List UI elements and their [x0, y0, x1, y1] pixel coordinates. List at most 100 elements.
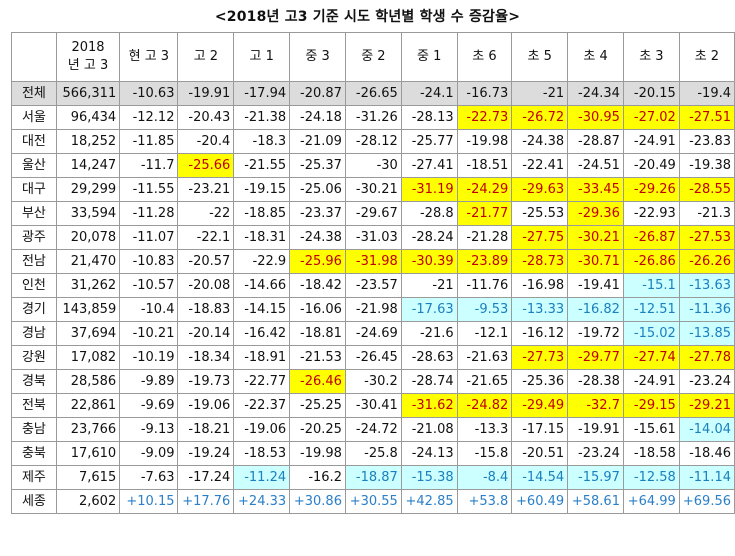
change-rate-cell: -19.06	[233, 417, 291, 442]
change-rate-cell: -21.98	[344, 297, 402, 322]
change-rate-cell: -10.83	[119, 249, 179, 274]
change-rate-cell: -31.26	[344, 105, 402, 130]
change-rate-cell: -20.87	[289, 81, 346, 106]
change-rate-cell: -16.12	[511, 321, 569, 346]
change-rate-cell: -9.69	[119, 393, 179, 418]
change-rate-cell: -20.25	[289, 417, 346, 442]
change-rate-cell: +17.76	[177, 489, 235, 514]
change-rate-cell: -19.38	[678, 153, 735, 178]
column-header: 초 5	[511, 32, 569, 82]
change-rate-cell: -27.75	[511, 225, 569, 250]
region-cell: 광주	[11, 225, 57, 250]
change-rate-cell: -19.41	[567, 273, 624, 298]
change-rate-cell: -22	[177, 201, 235, 226]
change-rate-cell: -15.61	[622, 417, 680, 442]
table-row: 전북 22,861 -9.69 -19.06 -22.37 -25.25 -30.41 -31…	[11, 393, 735, 418]
change-rate-cell: -28.73	[511, 249, 569, 274]
change-rate-cell: -16.06	[289, 297, 346, 322]
change-rate-cell: -27.74	[622, 345, 680, 370]
change-rate-cell: -20.08	[177, 273, 235, 298]
student-count-cell: 18,252	[55, 129, 121, 154]
change-rate-cell: -28.24	[400, 225, 458, 250]
change-rate-cell: -21.65	[456, 369, 513, 394]
change-rate-cell: -18.42	[289, 273, 346, 298]
change-rate-cell: -18.31	[233, 225, 291, 250]
change-rate-cell: -30.71	[567, 249, 624, 274]
change-rate-cell: -21.53	[289, 345, 346, 370]
change-rate-cell: -19.73	[177, 369, 235, 394]
table-row: 제주 7,615 -7.63 -17.24 -11.24 -16.2 -18.87 -15.3…	[11, 465, 735, 490]
change-rate-cell: +10.15	[119, 489, 179, 514]
change-rate-cell: -21.09	[289, 129, 346, 154]
change-rate-cell: -22.37	[233, 393, 291, 418]
change-rate-cell: -9.09	[119, 441, 179, 466]
change-rate-cell: -21.77	[456, 201, 513, 226]
change-rate-cell: -24.38	[289, 225, 346, 250]
change-rate-cell: -27.78	[678, 345, 735, 370]
change-rate-cell: -24.1	[400, 81, 458, 106]
region-cell: 제주	[11, 465, 57, 490]
region-cell: 충북	[11, 441, 57, 466]
change-rate-cell: -15.38	[400, 465, 458, 490]
change-rate-cell: -18.87	[344, 465, 402, 490]
change-rate-cell: +69.56	[678, 489, 735, 514]
student-count-cell: 143,859	[55, 297, 121, 322]
change-rate-cell: -25.36	[511, 369, 569, 394]
change-rate-cell: -8.4	[456, 465, 513, 490]
change-rate-cell: -10.21	[119, 321, 179, 346]
change-rate-cell: -30.41	[344, 393, 402, 418]
change-rate-cell: -16.2	[289, 465, 346, 490]
change-rate-cell: +24.33	[233, 489, 291, 514]
change-rate-cell: -22.41	[511, 153, 569, 178]
change-rate-cell: +58.61	[567, 489, 624, 514]
change-rate-cell: -7.63	[119, 465, 179, 490]
change-rate-cell: -12.12	[119, 105, 179, 130]
table-row: 울산 14,247 -11.7 -25.66 -21.55 -25.37 -30 -27.41…	[11, 153, 735, 178]
change-rate-cell: +64.99	[622, 489, 680, 514]
change-rate-cell: -14.04	[678, 417, 735, 442]
change-rate-cell: -29.15	[622, 393, 680, 418]
change-rate-cell: -15.97	[567, 465, 624, 490]
change-rate-cell: -26.46	[289, 369, 346, 394]
change-rate-cell: -31.19	[400, 177, 458, 202]
total-row: 전체 566,311 -10.63 -19.91 -17.94 -20.87 -26.65-…	[11, 81, 735, 106]
change-rate-cell: -24.72	[344, 417, 402, 442]
change-rate-cell: -13.85	[678, 321, 735, 346]
change-rate-cell: -9.53	[456, 297, 513, 322]
change-rate-cell: +30.86	[289, 489, 346, 514]
change-rate-cell: -10.57	[119, 273, 179, 298]
change-rate-cell: -16.73	[456, 81, 513, 106]
change-rate-cell: -16.42	[233, 321, 291, 346]
column-header: 현 고 3	[119, 32, 179, 82]
change-rate-cell: -32.7	[567, 393, 624, 418]
change-rate-cell: -24.29	[456, 177, 513, 202]
student-count-cell: 96,434	[55, 105, 121, 130]
student-count-cell: 21,470	[55, 249, 121, 274]
change-rate-cell: -17.15	[511, 417, 569, 442]
change-rate-cell: -13.33	[511, 297, 569, 322]
change-rate-cell: -22.73	[456, 105, 513, 130]
change-rate-cell: -25.06	[289, 177, 346, 202]
change-rate-cell: -18.21	[177, 417, 235, 442]
student-count-cell: 23,766	[55, 417, 121, 442]
change-rate-cell: -26.72	[511, 105, 569, 130]
change-rate-cell: -28.38	[567, 369, 624, 394]
change-rate-cell: -30	[344, 153, 402, 178]
change-rate-cell: -24.91	[622, 129, 680, 154]
change-rate-cell: -23.83	[678, 129, 735, 154]
change-rate-cell: -23.21	[177, 177, 235, 202]
change-rate-cell: -23.24	[567, 441, 624, 466]
column-header: 중 3	[289, 32, 346, 82]
change-rate-cell: -22.1	[177, 225, 235, 250]
region-cell: 인천	[11, 273, 57, 298]
change-rate-cell: -20.4	[177, 129, 235, 154]
change-rate-cell: -20.51	[511, 441, 569, 466]
change-rate-cell: -18.81	[289, 321, 346, 346]
column-header: 초 3	[622, 32, 680, 82]
region-cell: 전북	[11, 393, 57, 418]
table-row: 인천 31,262 -10.57 -20.08 -14.66 -18.42 -23.57 -2…	[11, 273, 735, 298]
change-rate-cell: -24.91	[622, 369, 680, 394]
student-count-cell: 37,694	[55, 321, 121, 346]
change-rate-cell: -18.58	[622, 441, 680, 466]
change-rate-cell: -30.21	[344, 177, 402, 202]
